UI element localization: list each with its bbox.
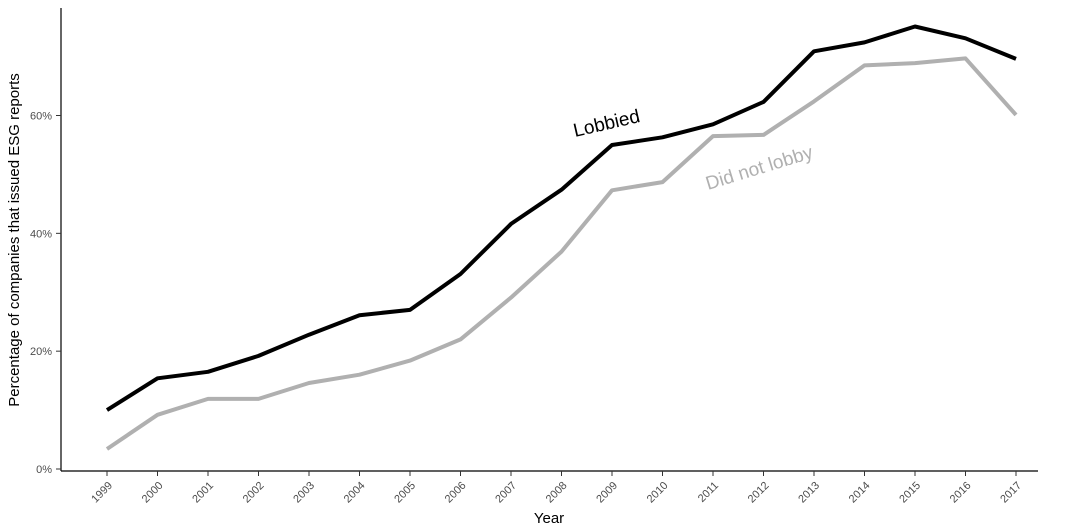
y-tick-label: 60% xyxy=(30,111,52,123)
axes xyxy=(60,8,1038,472)
y-axis-title: Percentage of companies that issued ESG … xyxy=(6,73,23,407)
x-axis-title: Year xyxy=(534,510,564,527)
x-tick-label: 2008 xyxy=(544,480,570,506)
x-tick-label: 2011 xyxy=(696,480,721,505)
x-tick-label: 2000 xyxy=(140,480,166,506)
x-tick-label: 2004 xyxy=(342,480,368,506)
series-label-did-not-lobby: Did not lobby xyxy=(703,142,816,195)
series-line-did-not-lobby xyxy=(105,56,1018,451)
x-tick-label: 2017 xyxy=(998,480,1024,506)
x-tick-label: 2010 xyxy=(645,480,671,506)
x-ticks: 1999 2000 2001 2002 2003 2004 2005 2006 2007 2008… xyxy=(89,471,1024,505)
series-label-lobbied: Lobbied xyxy=(571,106,642,142)
x-tick-label: 2009 xyxy=(594,480,620,506)
x-tick-label: 2015 xyxy=(897,480,923,506)
x-tick-label: 2006 xyxy=(443,480,469,506)
y-tick-label: 20% xyxy=(30,346,52,358)
series-line-lobbied xyxy=(105,24,1017,412)
x-tick-label: 2003 xyxy=(291,480,317,506)
x-tick-label: 2014 xyxy=(847,480,873,506)
x-tick-label: 1999 xyxy=(89,480,115,506)
x-tick-label: 2005 xyxy=(392,480,418,506)
x-tick-label: 2013 xyxy=(796,480,822,506)
x-tick-label: 2012 xyxy=(746,480,772,506)
y-tick-label: 40% xyxy=(30,228,52,240)
y-tick-label: 0% xyxy=(36,464,52,476)
x-tick-label: 2016 xyxy=(948,480,974,506)
x-tick-label: 2001 xyxy=(190,480,216,506)
y-ticks: 0% 20% 40% 60% xyxy=(30,111,61,476)
x-tick-label: 2002 xyxy=(241,480,267,506)
series-lines xyxy=(105,24,1018,451)
x-tick-label: 2007 xyxy=(493,480,519,506)
